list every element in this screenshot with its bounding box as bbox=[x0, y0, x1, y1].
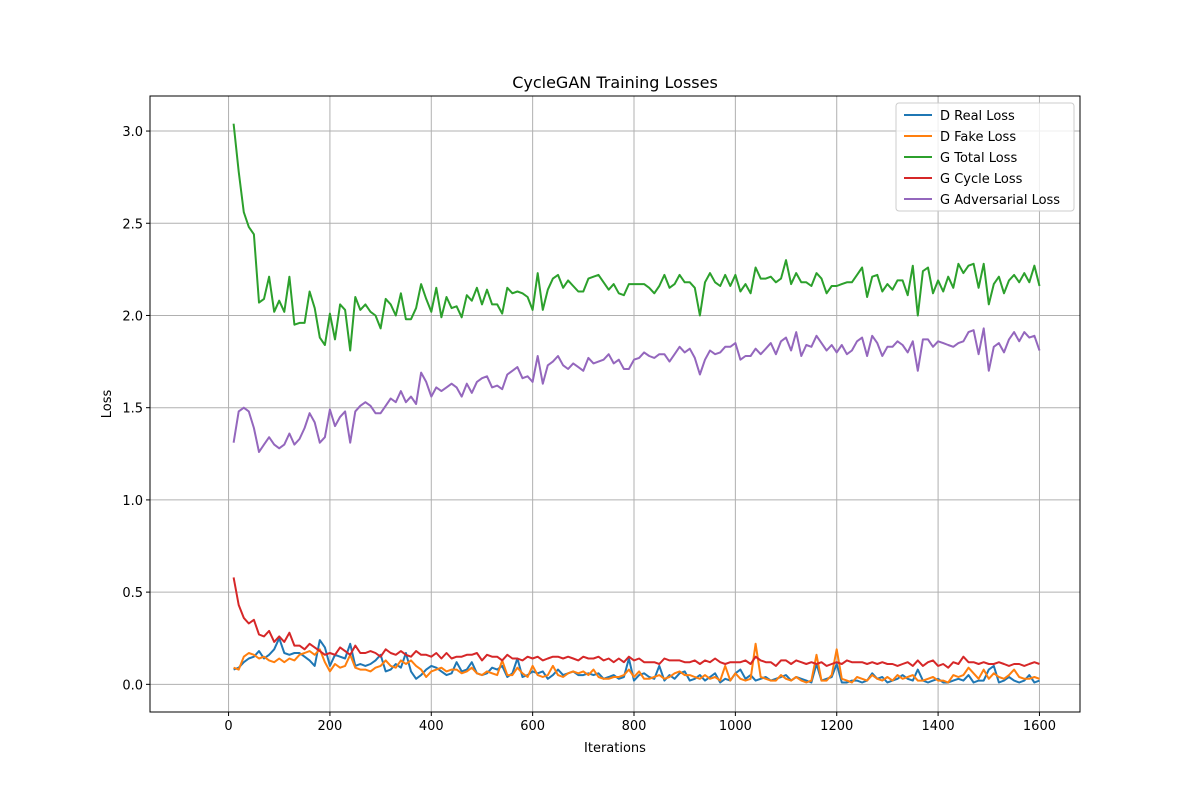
legend-label-g-adversarial-loss: G Adversarial Loss bbox=[940, 193, 1060, 208]
legend-label-d-fake-loss: D Fake Loss bbox=[940, 130, 1016, 145]
series-line-d-fake-loss bbox=[233, 642, 1040, 684]
x-tick-label: 600 bbox=[520, 719, 545, 734]
x-tick-label: 800 bbox=[622, 719, 647, 734]
series-line-g-total-loss bbox=[232, 123, 1041, 352]
chart-title: CycleGAN Training Losses bbox=[512, 73, 718, 92]
y-tick-label: 1.0 bbox=[122, 494, 143, 509]
y-tick-label: 1.5 bbox=[122, 402, 143, 417]
x-tick-label: 1000 bbox=[719, 719, 752, 734]
x-tick-label: 400 bbox=[419, 719, 444, 734]
series-line-g-cycle-loss bbox=[232, 577, 1040, 669]
series-lines bbox=[232, 123, 1041, 684]
x-tick-label: 0 bbox=[224, 719, 232, 734]
legend-label-g-cycle-loss: G Cycle Loss bbox=[940, 172, 1023, 187]
y-tick-label: 2.0 bbox=[122, 309, 143, 324]
plot-frame bbox=[149, 95, 1081, 713]
legend-box bbox=[895, 102, 1075, 212]
axis-ticks: 0 200 400 600 800 1000 1200 1400 1600 0.0 0.5 1.0 1.… bbox=[122, 125, 1056, 734]
y-tick-label: 2.5 bbox=[122, 217, 143, 232]
legend-label-g-total-loss: G Total Loss bbox=[940, 151, 1017, 166]
series-line-g-adversarial-loss bbox=[232, 327, 1041, 453]
x-tick-label: 200 bbox=[318, 719, 343, 734]
y-tick-label: 3.0 bbox=[122, 125, 143, 140]
y-axis-label: Loss bbox=[100, 390, 115, 419]
x-axis-label: Iterations bbox=[584, 741, 646, 756]
x-tick-label: 1200 bbox=[820, 719, 853, 734]
legend: D Real Loss D Fake Loss G Total Loss G Cycl… bbox=[895, 102, 1075, 212]
x-tick-label: 1600 bbox=[1023, 719, 1056, 734]
y-tick-label: 0.5 bbox=[122, 586, 143, 601]
y-tick-label: 0.0 bbox=[122, 678, 143, 693]
legend-label-d-real-loss: D Real Loss bbox=[940, 109, 1015, 124]
x-tick-label: 1400 bbox=[922, 719, 955, 734]
